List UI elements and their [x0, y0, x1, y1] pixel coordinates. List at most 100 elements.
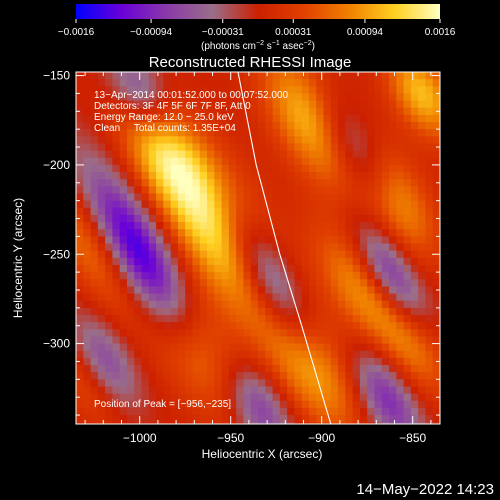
heatmap-cell — [432, 222, 440, 230]
heatmap-cell — [126, 415, 135, 423]
heatmap-cell — [83, 343, 92, 352]
heatmap-cell — [177, 136, 186, 145]
heatmap-cell — [345, 157, 354, 166]
heatmap-cell — [308, 279, 317, 288]
heatmap-cell — [279, 307, 288, 316]
heatmap-cell — [236, 415, 245, 423]
heatmap-cell — [90, 365, 99, 373]
heatmap-cell — [287, 293, 295, 302]
heatmap-cell — [381, 229, 390, 237]
heatmap-cell — [250, 307, 259, 316]
heatmap-cell — [345, 179, 354, 187]
heatmap-cell — [156, 264, 164, 273]
heatmap-cell — [301, 107, 310, 116]
heatmap-cell — [134, 114, 143, 123]
heatmap-cell — [403, 122, 412, 130]
heatmap-cell — [294, 400, 303, 409]
heatmap-cell — [345, 136, 354, 145]
heatmap-cell — [352, 293, 361, 302]
heatmap-cell — [134, 272, 143, 280]
heatmap-cell — [148, 222, 157, 230]
heatmap-cell — [338, 229, 346, 237]
heatmap-cell — [345, 329, 354, 338]
heatmap-cell — [258, 379, 266, 388]
heatmap-cell — [250, 336, 259, 345]
heatmap-cell — [301, 164, 310, 173]
heatmap-cell — [352, 264, 361, 273]
heatmap-cell — [359, 350, 368, 359]
heatmap-cell — [119, 386, 128, 395]
heatmap-cell — [359, 236, 368, 245]
heatmap-cell — [90, 86, 99, 95]
heatmap-cell — [214, 114, 223, 123]
heatmap-cell — [396, 343, 405, 352]
heatmap-cell — [228, 329, 237, 338]
heatmap-cell — [76, 372, 84, 380]
heatmap-cell — [432, 307, 440, 316]
heatmap-cell — [105, 93, 113, 102]
heatmap-cell — [338, 200, 346, 209]
heatmap-cell — [418, 193, 427, 202]
heatmap-cell — [308, 407, 317, 416]
heatmap-cell — [345, 79, 354, 87]
heatmap-cell — [316, 272, 325, 280]
heatmap-cell — [97, 357, 106, 366]
heatmap-cell — [199, 422, 208, 424]
heatmap-cell — [221, 157, 230, 166]
heatmap-cell — [403, 400, 412, 409]
heatmap-cell — [425, 322, 434, 330]
heatmap-cell — [156, 279, 164, 288]
heatmap-cell — [345, 293, 354, 302]
heatmap-cell — [323, 379, 332, 388]
heatmap-cell — [199, 72, 208, 80]
heatmap-cell — [418, 236, 427, 245]
heatmap-cell — [76, 336, 84, 345]
heatmap-cell — [134, 200, 143, 209]
heatmap-cell — [367, 279, 376, 288]
heatmap-cell — [410, 343, 419, 352]
heatmap-cell — [83, 286, 92, 295]
heatmap-cell — [381, 300, 390, 309]
heatmap-cell — [308, 286, 317, 295]
heatmap-cell — [352, 336, 361, 345]
heatmap-cell — [330, 300, 339, 309]
heatmap-cell — [192, 129, 201, 137]
heatmap-cell — [221, 393, 230, 402]
heatmap-cell — [134, 129, 143, 137]
heatmap-cell — [207, 186, 215, 195]
heatmap-cell — [279, 214, 288, 223]
heatmap-cell — [345, 250, 354, 259]
heatmap-cell — [236, 86, 245, 95]
heatmap-cell — [148, 243, 157, 252]
heatmap-cell — [90, 372, 99, 380]
heatmap-cell — [308, 422, 317, 424]
heatmap-cell — [228, 136, 237, 145]
heatmap-cell — [228, 400, 237, 409]
heatmap-cell — [207, 86, 215, 95]
heatmap-cell — [199, 207, 208, 216]
heatmap-cell — [199, 407, 208, 416]
heatmap-cell — [352, 343, 361, 352]
heatmap-cell — [199, 322, 208, 330]
heatmap-cell — [126, 422, 135, 424]
heatmap-cell — [265, 229, 274, 237]
heatmap-cell — [112, 172, 121, 180]
heatmap-cell — [432, 150, 440, 159]
heatmap-cell — [301, 286, 310, 295]
heatmap-cell — [243, 129, 252, 137]
heatmap-cell — [163, 72, 172, 80]
heatmap-cell — [381, 357, 390, 366]
heatmap-cell — [410, 129, 419, 137]
heatmap-cell — [308, 229, 317, 237]
heatmap-cell — [192, 422, 201, 424]
heatmap-cell — [148, 264, 157, 273]
heatmap-cell — [185, 422, 194, 424]
heatmap-cell — [163, 243, 172, 252]
heatmap-cell — [265, 343, 274, 352]
heatmap-cell — [192, 315, 201, 323]
heatmap-cell — [221, 143, 230, 152]
heatmap-cell — [192, 350, 201, 359]
heatmap-cell — [410, 357, 419, 366]
heatmap-cell — [352, 79, 361, 87]
heatmap-cell — [170, 200, 179, 209]
